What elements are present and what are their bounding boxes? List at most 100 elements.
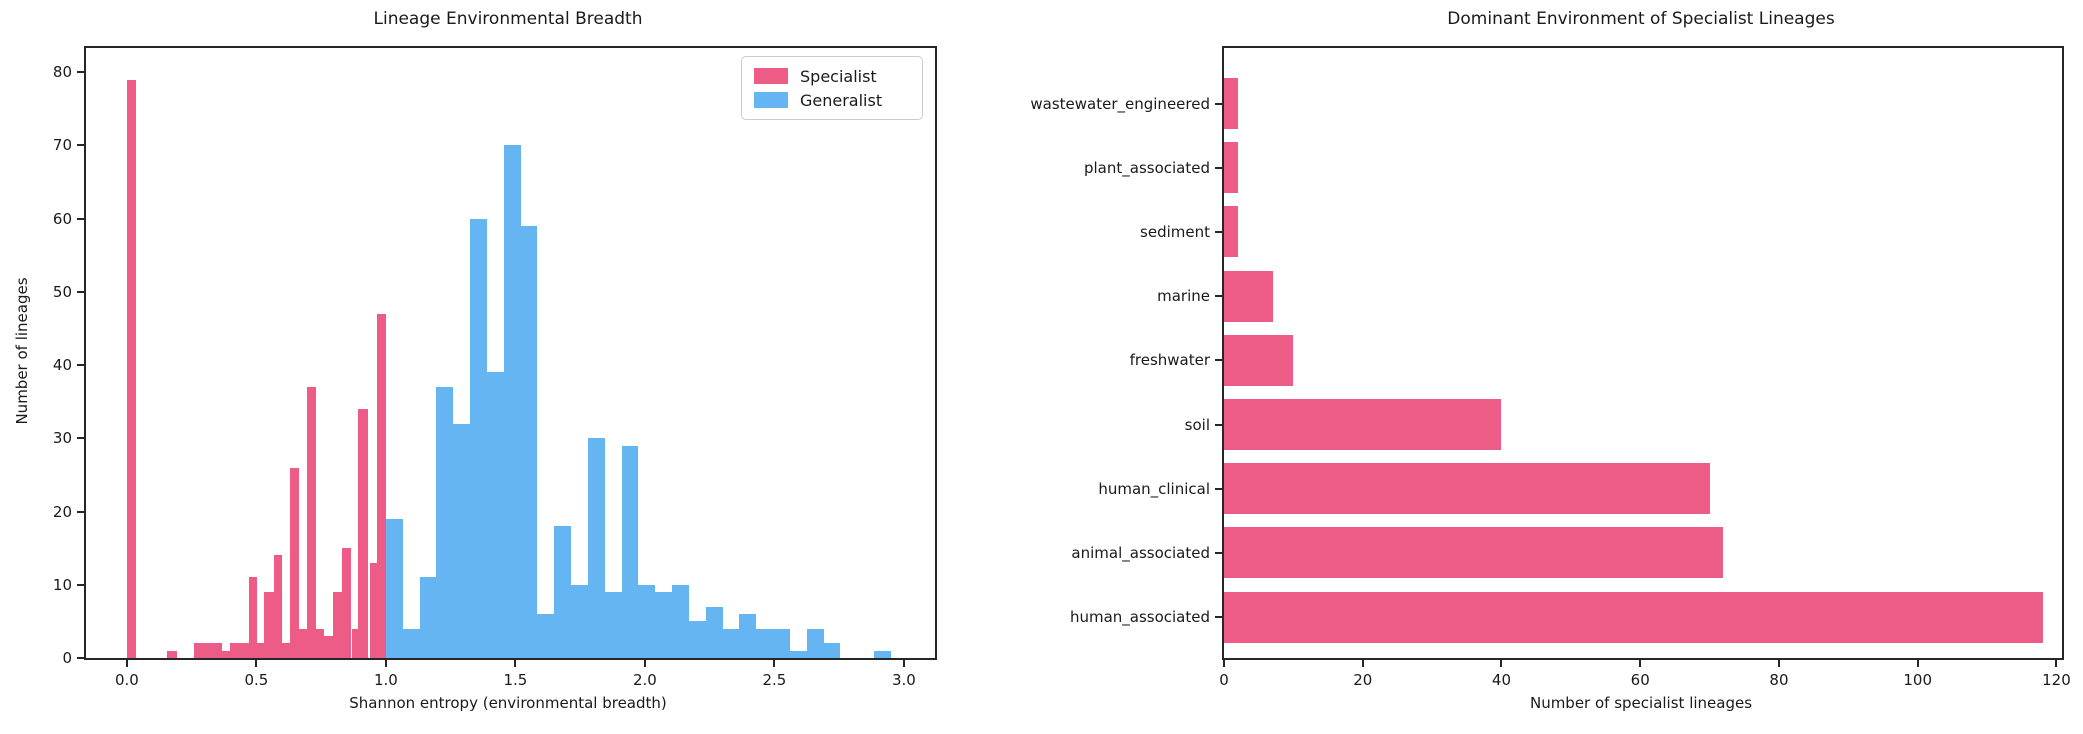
category-label-sediment: sediment <box>1140 222 1210 241</box>
entropy-plot-area <box>86 48 935 658</box>
bar-freshwater <box>1224 334 1294 386</box>
hist-bar-specialist <box>126 79 137 658</box>
hist-bar-specialist <box>263 592 274 658</box>
bar-plant_associated <box>1224 142 1238 194</box>
environment-chart-title: Dominant Environment of Specialist Linea… <box>1447 9 1835 29</box>
category-tick-mark <box>1215 359 1222 362</box>
bar-soil <box>1224 399 1502 450</box>
y-tick-label: 20 <box>52 502 72 521</box>
legend-item-generalist: Generalist <box>754 91 910 110</box>
bar-human_associated <box>1224 591 2043 643</box>
x-tick-label: 2.0 <box>632 671 657 689</box>
hist-bar-generalist <box>806 628 824 658</box>
legend-swatch-generalist <box>754 92 788 108</box>
x-tick-mark <box>643 660 646 667</box>
hist-bar-generalist <box>587 438 605 658</box>
legend-swatch-specialist <box>754 68 788 84</box>
hist-bar-generalist <box>705 606 723 658</box>
hist-bar-specialist <box>273 555 282 658</box>
y-tick-label: 80 <box>52 63 72 82</box>
hist-bar-generalist <box>638 584 656 658</box>
hist-bar-specialist <box>306 387 316 658</box>
hist-bar-generalist <box>453 423 471 658</box>
entropy-y-axis-ticks: 0 10 20 30 40 50 60 70 80 <box>53 48 935 667</box>
hist-bar-specialist <box>203 643 213 658</box>
x-tick-label: 120 <box>2042 671 2071 689</box>
hist-bar-generalist <box>419 577 437 658</box>
hist-bar-specialist <box>290 467 300 658</box>
bar-human_clinical <box>1224 463 1710 515</box>
entropy-x-axis-ticks: 0.0 0.5 1.0 1.5 2.0 2.5 3.0 <box>86 48 935 689</box>
bar-wastewater_engineered <box>1224 78 1238 129</box>
hist-bar-specialist <box>376 313 386 658</box>
x-tick-mark <box>1916 660 1919 667</box>
x-tick-label: 100 <box>1903 671 1933 689</box>
category-label-plant_associated: plant_associated <box>1083 158 1210 177</box>
x-tick-mark <box>1500 660 1503 667</box>
y-tick-label: 10 <box>52 575 72 594</box>
category-label-soil: soil <box>1184 415 1210 434</box>
bar-animal_associated <box>1224 527 1724 579</box>
category-tick-mark <box>1215 166 1222 169</box>
legend: Specialist Generalist <box>741 56 923 120</box>
y-tick-mark <box>77 71 84 74</box>
entropy-axes: 0.0 0.5 1.0 1.5 2.0 2.5 3.0 0 10 20 30 40 50 60 70 80 <box>53 46 937 689</box>
hist-bar-specialist <box>357 409 369 658</box>
category-label-human_associated: human_associated <box>1069 608 1210 627</box>
y-tick-mark <box>77 437 84 440</box>
environment-axes: 0 20 40 60 80 100 120 wastewater_engineered pla… <box>1030 46 2071 689</box>
hist-bar-specialist <box>166 650 177 658</box>
hist-bar-generalist <box>722 628 740 658</box>
y-tick-mark <box>77 657 84 659</box>
environment-plot-area <box>1224 48 2062 658</box>
hist-bar-generalist <box>571 584 588 658</box>
x-tick-mark <box>1361 660 1364 667</box>
x-tick-label: 0.0 <box>114 671 139 689</box>
category-label-wastewater_engineered: wastewater_engineered <box>1030 94 1210 113</box>
bar-marine <box>1224 270 1273 322</box>
hist-bar-specialist <box>212 643 222 658</box>
category-tick-mark <box>1215 295 1222 298</box>
hist-bar-generalist <box>823 643 841 658</box>
hist-bar-generalist <box>402 628 420 658</box>
x-tick-mark <box>902 660 905 667</box>
hist-bar-specialist <box>248 577 257 658</box>
hist-bar-specialist <box>370 562 377 658</box>
y-tick-label: 70 <box>52 136 72 155</box>
entropy-chart-title: Lineage Environmental Breadth <box>373 9 643 29</box>
x-tick-mark <box>125 660 128 667</box>
x-tick-label: 40 <box>1491 671 1512 689</box>
entropy-y-axis-label: Number of lineages <box>13 277 31 425</box>
x-tick-mark <box>2055 660 2058 667</box>
category-tick-mark <box>1215 230 1222 233</box>
category-label-human_clinical: human_clinical <box>1098 479 1210 498</box>
category-label-marine: marine <box>1157 287 1210 306</box>
y-tick-mark <box>77 217 84 220</box>
hist-bar-generalist <box>739 614 757 658</box>
x-tick-label: 1.5 <box>503 671 528 689</box>
hist-bar-generalist <box>621 445 639 658</box>
x-tick-label: 3.0 <box>891 671 916 689</box>
x-tick-mark <box>1777 660 1780 667</box>
hist-bar-generalist <box>789 650 807 658</box>
hist-bar-specialist <box>351 628 358 658</box>
hist-bar-generalist <box>672 584 689 658</box>
y-tick-mark <box>77 290 84 293</box>
category-tick-mark <box>1215 102 1222 105</box>
legend-label-specialist: Specialist <box>800 66 877 86</box>
hist-bar-specialist <box>324 636 333 658</box>
x-tick-label: 1.0 <box>373 671 398 689</box>
hist-bar-specialist <box>193 643 204 658</box>
x-tick-label: 0.5 <box>244 671 269 689</box>
hist-bar-generalist <box>470 218 487 658</box>
x-tick-mark <box>773 660 776 667</box>
hist-bar-generalist <box>385 518 403 658</box>
legend-label-generalist: Generalist <box>800 90 883 110</box>
y-tick-mark <box>77 583 84 586</box>
hist-bar-generalist <box>503 145 521 658</box>
y-tick-mark <box>77 510 84 513</box>
y-tick-label: 30 <box>52 429 72 448</box>
y-tick-mark <box>77 364 84 367</box>
hist-bar-generalist <box>688 621 706 658</box>
